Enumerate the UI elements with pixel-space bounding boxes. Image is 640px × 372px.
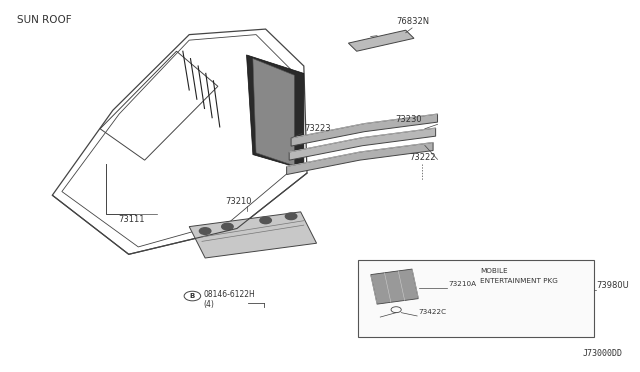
Polygon shape <box>371 269 419 304</box>
Text: B: B <box>190 293 195 299</box>
Text: 08146-6122H: 08146-6122H <box>204 291 255 299</box>
Circle shape <box>260 217 271 224</box>
Text: 76832N: 76832N <box>396 17 429 26</box>
Text: MOBILE: MOBILE <box>481 268 508 274</box>
Polygon shape <box>287 142 433 174</box>
Polygon shape <box>348 30 414 51</box>
Text: 73230: 73230 <box>395 115 422 125</box>
Polygon shape <box>246 55 304 169</box>
Text: 73980U: 73980U <box>596 280 630 289</box>
Circle shape <box>221 223 233 230</box>
Text: J73000DD: J73000DD <box>582 349 622 358</box>
Bar <box>358 260 593 337</box>
Polygon shape <box>189 212 317 258</box>
Circle shape <box>285 213 297 219</box>
Text: 73210: 73210 <box>225 197 252 206</box>
Polygon shape <box>253 59 294 166</box>
Text: 73222: 73222 <box>409 153 435 162</box>
Text: 73111: 73111 <box>118 215 145 224</box>
Polygon shape <box>289 128 436 160</box>
Text: SUN ROOF: SUN ROOF <box>17 15 72 25</box>
Text: (4): (4) <box>204 300 215 309</box>
Text: 73210A: 73210A <box>449 281 477 287</box>
Text: 73422C: 73422C <box>419 310 447 315</box>
Text: ENTERTAINMENT PKG: ENTERTAINMENT PKG <box>481 278 558 283</box>
Polygon shape <box>291 114 438 146</box>
Circle shape <box>200 228 211 234</box>
Text: 73223: 73223 <box>305 124 331 133</box>
